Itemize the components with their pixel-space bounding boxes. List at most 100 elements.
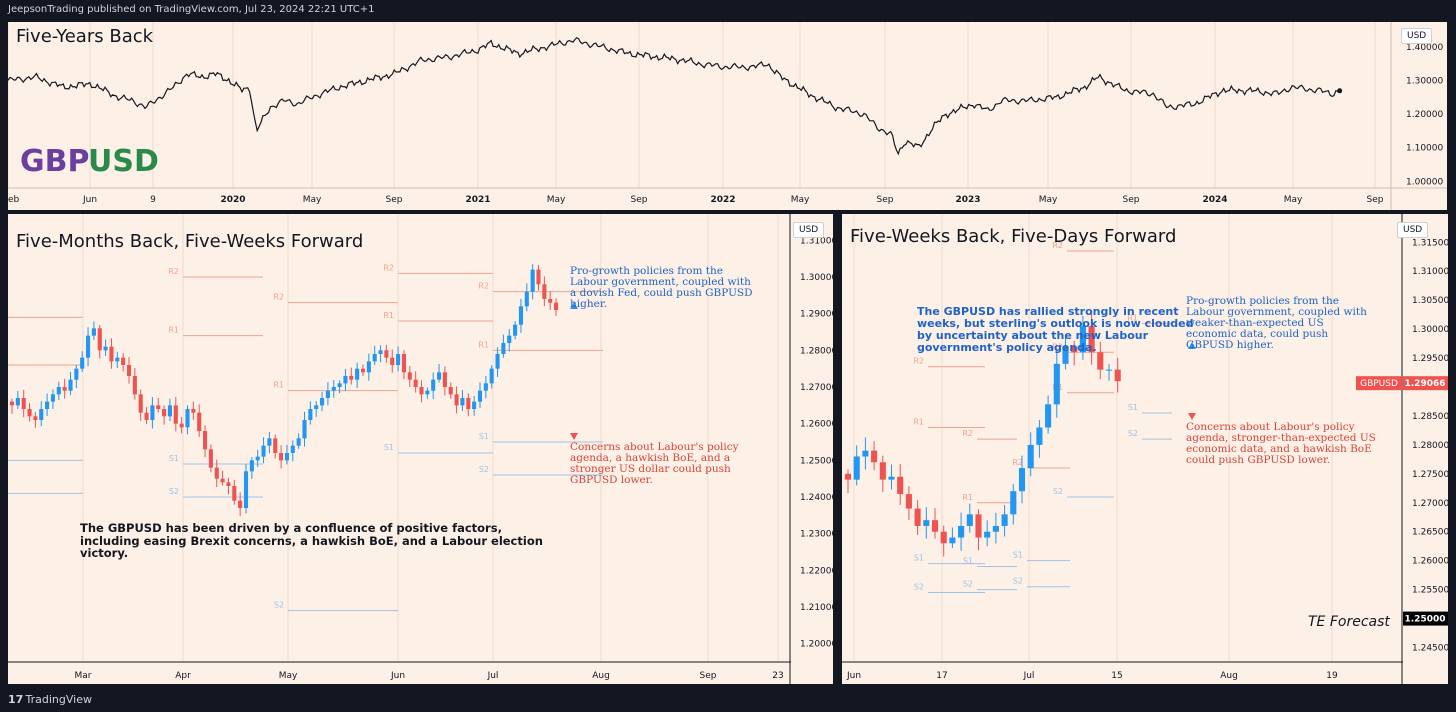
y-tick-label: 1.24000 — [800, 493, 833, 503]
candle-body — [214, 467, 219, 479]
pivot-level-label: S1 — [1013, 551, 1023, 560]
pivot-level-label: R1 — [478, 340, 489, 349]
candle-body — [536, 269, 541, 285]
pivot-level-label: R1 — [168, 326, 179, 335]
candle-body — [21, 398, 26, 409]
x-tick-label: May — [279, 671, 298, 681]
y-tick-label: 1.30000 — [1406, 76, 1443, 86]
candle-body — [454, 394, 459, 406]
x-tick-label: 17 — [936, 671, 947, 681]
candle-body — [413, 379, 418, 387]
x-tick-label: Aug — [1220, 671, 1238, 681]
candle-body — [879, 462, 886, 480]
tv-logo-icon: 17 — [8, 693, 24, 706]
five-months-panel[interactable]: 1.31000 1.30000 1.29000 1.28000 1.27000 1.260… — [8, 214, 833, 684]
candle-body — [115, 357, 120, 362]
candle-body — [103, 346, 108, 351]
pivot-level-label: R2 — [1052, 241, 1063, 250]
pair-base-label: GBP — [20, 144, 90, 179]
candle-body — [156, 405, 161, 409]
candle-body — [530, 269, 535, 292]
x-tick-label: Sep — [877, 195, 894, 205]
candle-body — [191, 409, 196, 413]
y-tick-label: 1.28500 — [1412, 412, 1448, 422]
y-tick-label: 1.31000 — [800, 236, 833, 246]
candle-body — [1027, 444, 1034, 469]
pivot-level-label: R2 — [383, 263, 394, 272]
currency-tag[interactable]: USD — [1397, 222, 1429, 238]
x-tick-label: Mar — [75, 671, 92, 681]
candle-body — [489, 368, 494, 384]
five-years-chart[interactable]: 1.40000 1.30000 1.20000 1.10000 1.00000 eb Jun… — [8, 22, 1447, 210]
candle-body — [390, 357, 395, 365]
five-weeks-panel[interactable]: 1.31500 1.31000 1.30500 1.30000 1.29500 1.290… — [842, 214, 1448, 684]
brand-name: TradingView — [25, 693, 92, 706]
y-tick-label: 1.27500 — [1412, 470, 1448, 480]
candle-body — [495, 354, 500, 369]
candle-body — [940, 531, 947, 544]
candle-body — [1097, 352, 1104, 370]
pair-quote-label: USD — [88, 144, 159, 179]
x-tick-label: Apr — [175, 671, 191, 681]
candle-body — [185, 409, 190, 428]
five-years-panel[interactable]: 1.40000 1.30000 1.20000 1.10000 1.00000 eb Jun… — [8, 22, 1447, 210]
x-tick-label: Jun — [846, 671, 861, 681]
x-tick-label: Aug — [592, 671, 610, 681]
candle-body — [1036, 427, 1043, 445]
candle-body — [448, 387, 453, 395]
candle-body — [542, 284, 547, 299]
x-tick-label: May — [1284, 195, 1303, 205]
candle-body — [109, 346, 114, 362]
pivot-level-label: S2 — [274, 601, 284, 610]
pivot-level-label: S2 — [963, 580, 973, 589]
pivot-level-label: S2 — [169, 487, 179, 496]
y-tick-label: 1.25500 — [1412, 586, 1448, 596]
candle-body — [1001, 514, 1008, 526]
y-tick-label: 1.40000 — [1406, 43, 1443, 53]
pivot-level-label: S2 — [1053, 487, 1063, 496]
y-tick-label: 1.20000 — [1406, 110, 1443, 120]
x-tick-label: eb — [8, 195, 20, 205]
candle-body — [1114, 369, 1121, 382]
five-months-chart[interactable]: 1.31000 1.30000 1.29000 1.28000 1.27000 1.260… — [8, 214, 833, 684]
candle-body — [232, 486, 237, 501]
candle-body — [372, 354, 377, 362]
candle-body — [308, 409, 313, 420]
candle-body — [290, 445, 295, 453]
candle-body — [56, 387, 61, 395]
pivot-level-label: S1 — [1128, 403, 1138, 412]
x-tick-label: Sep — [1367, 195, 1384, 205]
candle-body — [460, 398, 465, 406]
x-tick-label: 15 — [1111, 671, 1122, 681]
x-tick-label: 2020 — [220, 195, 245, 205]
candle-body — [1053, 363, 1060, 405]
last-price-value: 1.29066 — [1405, 379, 1446, 389]
pivot-level-label: R1 — [273, 381, 284, 390]
candle-body — [144, 412, 149, 420]
candle-body — [50, 394, 55, 402]
pivot-level-label: R1 — [383, 311, 394, 320]
candle-body — [923, 520, 930, 526]
candle-body — [337, 383, 342, 387]
candle-body — [150, 405, 155, 420]
y-tick-label: 1.30000 — [800, 273, 833, 283]
pivot-level-label: R1 — [1127, 313, 1138, 322]
candle-body — [62, 387, 67, 391]
candle-body — [401, 354, 406, 373]
currency-tag[interactable]: USD — [1401, 28, 1433, 44]
candle-body — [501, 343, 506, 354]
symbol-tag — [1356, 376, 1402, 391]
tradingview-logo[interactable]: 17 TradingView — [8, 693, 92, 706]
candle-body — [97, 328, 102, 351]
forecast-price-tag — [1403, 611, 1448, 626]
candle-body — [86, 335, 91, 358]
pivot-level-label: S1 — [384, 443, 394, 452]
candle-body — [74, 368, 79, 380]
candle-body — [179, 423, 184, 428]
x-tick-label: 23 — [772, 671, 783, 681]
candle-body — [554, 302, 559, 310]
five-weeks-chart[interactable]: 1.31500 1.31000 1.30500 1.30000 1.29500 1.290… — [842, 214, 1448, 684]
pivot-level-label: R1 — [962, 493, 973, 502]
currency-tag[interactable]: USD — [793, 222, 825, 238]
summary-note: The GBPUSD has been driven by a confluen… — [80, 521, 543, 560]
